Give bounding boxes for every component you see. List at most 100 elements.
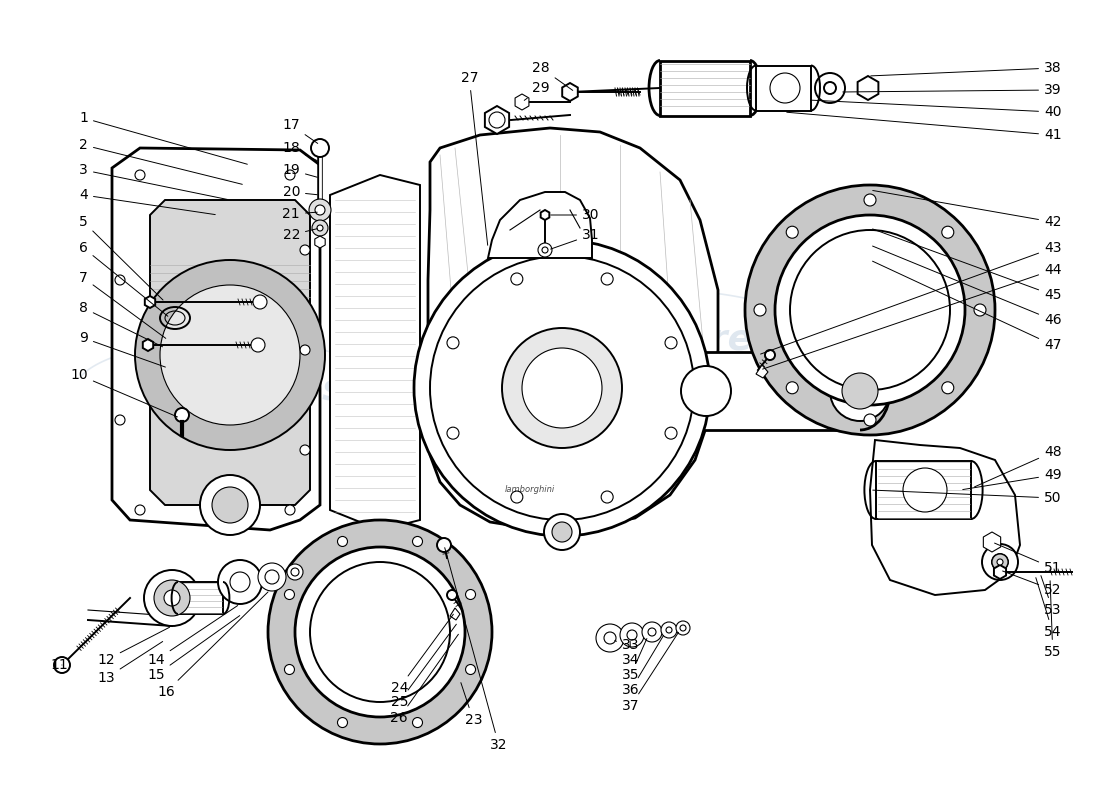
Circle shape	[251, 338, 265, 352]
Circle shape	[681, 366, 732, 416]
Circle shape	[312, 220, 328, 236]
Circle shape	[604, 632, 616, 644]
Polygon shape	[485, 106, 509, 134]
Text: 18: 18	[283, 141, 318, 161]
Bar	[178, 582, 223, 614]
Circle shape	[786, 226, 799, 238]
Circle shape	[666, 337, 676, 349]
Circle shape	[620, 623, 644, 647]
Text: 36: 36	[621, 635, 663, 697]
Circle shape	[676, 621, 690, 635]
Circle shape	[200, 475, 260, 535]
Bar	[876, 461, 971, 519]
Circle shape	[642, 622, 662, 642]
Polygon shape	[488, 192, 592, 258]
Text: 46: 46	[872, 246, 1062, 327]
Text: 28: 28	[532, 61, 573, 90]
Text: 26: 26	[390, 634, 459, 725]
Text: eurospares: eurospares	[546, 323, 774, 357]
Text: 41: 41	[786, 112, 1062, 142]
Text: 37: 37	[621, 632, 679, 713]
Circle shape	[602, 273, 613, 285]
Text: 51: 51	[994, 543, 1062, 575]
Circle shape	[510, 491, 522, 503]
Text: 43: 43	[760, 241, 1062, 354]
Circle shape	[258, 563, 286, 591]
Text: 21: 21	[283, 207, 317, 221]
Circle shape	[538, 243, 552, 257]
Circle shape	[864, 194, 876, 206]
Text: 34: 34	[621, 641, 639, 667]
Circle shape	[552, 522, 572, 542]
Text: eurospares: eurospares	[116, 373, 344, 407]
Text: 1: 1	[79, 111, 248, 164]
Text: 52: 52	[1002, 571, 1062, 597]
Circle shape	[502, 328, 622, 448]
Circle shape	[942, 382, 954, 394]
Text: 16: 16	[157, 592, 268, 699]
Circle shape	[338, 718, 348, 727]
Circle shape	[648, 628, 656, 636]
Circle shape	[175, 408, 189, 422]
Text: 12: 12	[98, 627, 169, 667]
Circle shape	[522, 348, 602, 428]
Text: 20: 20	[283, 185, 317, 199]
Circle shape	[830, 361, 890, 421]
Text: 45: 45	[872, 229, 1062, 302]
Circle shape	[287, 564, 303, 580]
Circle shape	[154, 580, 190, 616]
Circle shape	[285, 590, 295, 599]
Circle shape	[300, 245, 310, 255]
Circle shape	[310, 562, 450, 702]
Circle shape	[776, 215, 965, 405]
Bar	[756, 66, 811, 110]
Circle shape	[285, 170, 295, 180]
Circle shape	[412, 537, 422, 546]
Circle shape	[666, 627, 672, 633]
Text: lamborghini: lamborghini	[505, 486, 556, 494]
Circle shape	[230, 572, 250, 592]
Circle shape	[309, 199, 331, 221]
Text: 55: 55	[1044, 581, 1061, 659]
Text: 3: 3	[79, 163, 228, 199]
Text: 35: 35	[621, 638, 647, 682]
Polygon shape	[994, 565, 1006, 579]
Circle shape	[135, 170, 145, 180]
Polygon shape	[562, 83, 578, 101]
Text: 39: 39	[843, 83, 1062, 97]
Text: 9: 9	[79, 331, 165, 367]
Text: 25: 25	[390, 624, 456, 709]
Circle shape	[627, 630, 637, 640]
Circle shape	[265, 570, 279, 584]
Text: 31: 31	[551, 228, 600, 249]
Polygon shape	[756, 365, 768, 378]
Text: 38: 38	[871, 61, 1062, 76]
Polygon shape	[143, 339, 153, 351]
Text: 13: 13	[98, 642, 163, 685]
Circle shape	[54, 657, 70, 673]
Circle shape	[680, 625, 686, 631]
Circle shape	[268, 520, 492, 744]
Polygon shape	[541, 210, 549, 220]
Bar	[660, 61, 750, 115]
Circle shape	[212, 487, 248, 523]
Circle shape	[542, 247, 548, 253]
Text: 4: 4	[79, 188, 216, 214]
Polygon shape	[450, 608, 460, 620]
Bar	[695, 352, 860, 430]
Circle shape	[764, 350, 776, 360]
Circle shape	[754, 304, 766, 316]
Text: 7: 7	[79, 271, 166, 338]
Circle shape	[864, 414, 876, 426]
Circle shape	[447, 337, 459, 349]
Text: 40: 40	[811, 100, 1062, 119]
Text: 19: 19	[283, 163, 317, 178]
Circle shape	[300, 345, 310, 355]
Polygon shape	[330, 175, 420, 530]
Text: 32: 32	[444, 548, 507, 752]
Circle shape	[292, 568, 299, 576]
Circle shape	[903, 468, 947, 512]
Polygon shape	[145, 296, 155, 308]
Circle shape	[315, 205, 324, 215]
Circle shape	[490, 112, 505, 128]
